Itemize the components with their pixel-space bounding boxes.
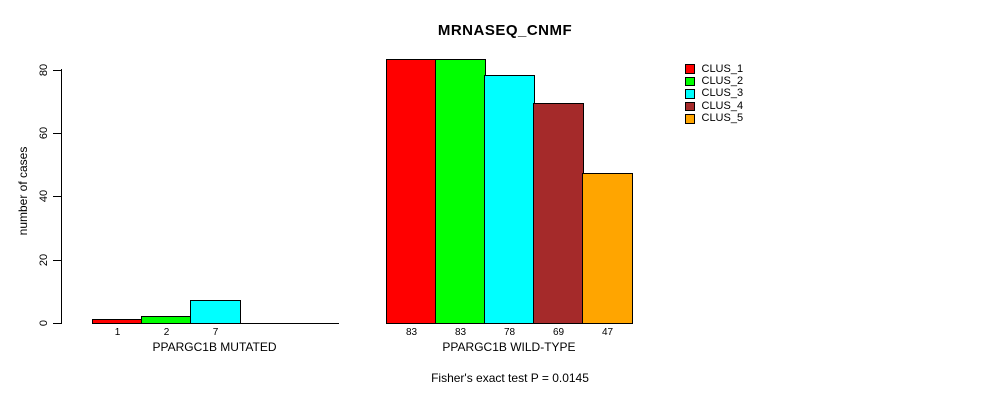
y-tick-mark <box>53 70 61 71</box>
legend-swatch-clus_3 <box>685 89 695 99</box>
y-tick-label: 0 <box>38 319 50 327</box>
legend-row: CLUS_1 <box>685 63 743 75</box>
legend-label: CLUS_1 <box>701 62 744 75</box>
legend-row: CLUS_4 <box>685 100 743 112</box>
chart-title: MRNASEQ_CNMF <box>437 22 573 39</box>
bar-clus_3 <box>484 75 535 324</box>
bar-clus_4 <box>533 103 584 324</box>
legend-label: CLUS_5 <box>701 112 744 125</box>
legend-row: CLUS_5 <box>685 113 743 125</box>
group-label-wildtype: PPARGC1B WILD-TYPE <box>442 340 576 354</box>
legend-swatch-clus_2 <box>685 76 695 87</box>
legend-label: CLUS_2 <box>701 75 744 88</box>
bar-clus_1 <box>92 319 143 324</box>
group-label-mutated: PPARGC1B MUTATED <box>152 340 277 354</box>
bar-value-label: 7 <box>212 327 219 338</box>
bar-clus_5 <box>582 173 633 324</box>
y-tick-mark <box>53 323 61 324</box>
bar-value-label: 1 <box>114 327 121 338</box>
bar-clus_2 <box>141 316 192 324</box>
annotation-text: Fisher's exact test P = 0.0145 <box>431 371 589 385</box>
legend-swatch-clus_4 <box>685 101 695 112</box>
y-tick-mark <box>53 196 61 197</box>
y-tick-label: 80 <box>38 63 50 77</box>
zero-bar-clus_4 <box>239 323 290 324</box>
legend-swatch-clus_5 <box>685 114 695 124</box>
legend: CLUS_1 CLUS_2 CLUS_3 CLUS_4 CLUS_5 <box>685 63 743 125</box>
bar-value-label: 69 <box>552 327 565 338</box>
y-tick-mark <box>53 260 61 261</box>
y-tick-label: 20 <box>38 253 50 267</box>
bar-clus_3 <box>190 300 241 324</box>
bar-value-label: 47 <box>601 327 614 338</box>
y-tick-label: 60 <box>38 126 50 140</box>
legend-row: CLUS_3 <box>685 88 743 100</box>
y-axis-line <box>61 69 62 324</box>
legend-label: CLUS_4 <box>701 99 744 112</box>
bar-value-label: 83 <box>454 327 467 338</box>
legend-row: CLUS_2 <box>685 75 743 87</box>
legend-label: CLUS_3 <box>701 87 744 100</box>
bar-clus_2 <box>435 59 486 324</box>
y-axis-label: number of cases <box>16 146 30 236</box>
legend-swatch-clus_1 <box>685 64 695 74</box>
bar-value-label: 83 <box>405 327 418 338</box>
zero-bar-clus_5 <box>288 323 339 324</box>
bar-value-label: 2 <box>163 327 170 338</box>
bar-clus_1 <box>386 59 437 324</box>
y-tick-mark <box>53 133 61 134</box>
y-tick-label: 40 <box>38 189 50 203</box>
bar-value-label: 78 <box>503 327 516 338</box>
